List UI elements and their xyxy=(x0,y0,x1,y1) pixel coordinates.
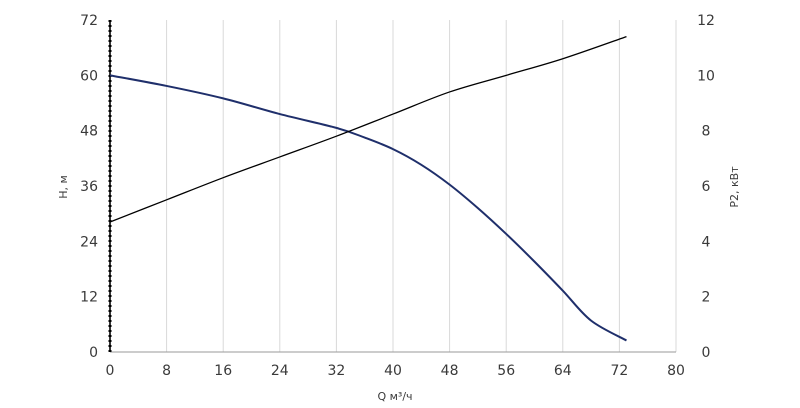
y-left-tick-label: 36 xyxy=(80,179,98,195)
x-tick-label: 48 xyxy=(441,363,459,379)
y-right-tick-label: 8 xyxy=(702,124,711,140)
head-curve-line xyxy=(109,74,627,342)
x-tick-label: 8 xyxy=(162,363,171,379)
labels: 0 8 16 24 32 40 48 56 64 72 8001224364860720246810… xyxy=(80,13,715,379)
y-left-tick-label: 0 xyxy=(89,345,98,361)
series xyxy=(109,35,627,342)
y-left-axis-title: H, м xyxy=(57,175,70,199)
y-left-tick-label: 72 xyxy=(80,13,98,29)
grid xyxy=(109,20,677,352)
x-tick-label: 80 xyxy=(667,363,685,379)
x-tick-label: 16 xyxy=(214,363,232,379)
x-axis-title: Q м³/ч xyxy=(377,390,412,403)
x-tick-label: 40 xyxy=(384,363,402,379)
y-right-tick-label: 10 xyxy=(697,68,715,84)
power-curve-line xyxy=(109,35,627,223)
y-right-axis-title: P2, кВт xyxy=(728,166,741,208)
x-tick-label: 24 xyxy=(271,363,289,379)
y-left-tick-label: 12 xyxy=(80,290,98,306)
x-tick-label: 56 xyxy=(497,363,515,379)
x-tick-label: 64 xyxy=(554,363,572,379)
y-right-tick-label: 12 xyxy=(697,13,715,29)
x-tick-label: 0 xyxy=(106,363,115,379)
y-right-tick-label: 0 xyxy=(702,345,711,361)
y-right-tick-label: 2 xyxy=(702,290,711,306)
y-left-tick-label: 24 xyxy=(80,234,98,250)
y-right-tick-label: 4 xyxy=(702,234,711,250)
x-tick-label: 72 xyxy=(610,363,628,379)
y-right-tick-label: 6 xyxy=(702,179,711,195)
y-left-tick-label: 60 xyxy=(80,68,98,84)
x-tick-label: 32 xyxy=(327,363,345,379)
y-left-tick-label: 48 xyxy=(80,124,98,140)
